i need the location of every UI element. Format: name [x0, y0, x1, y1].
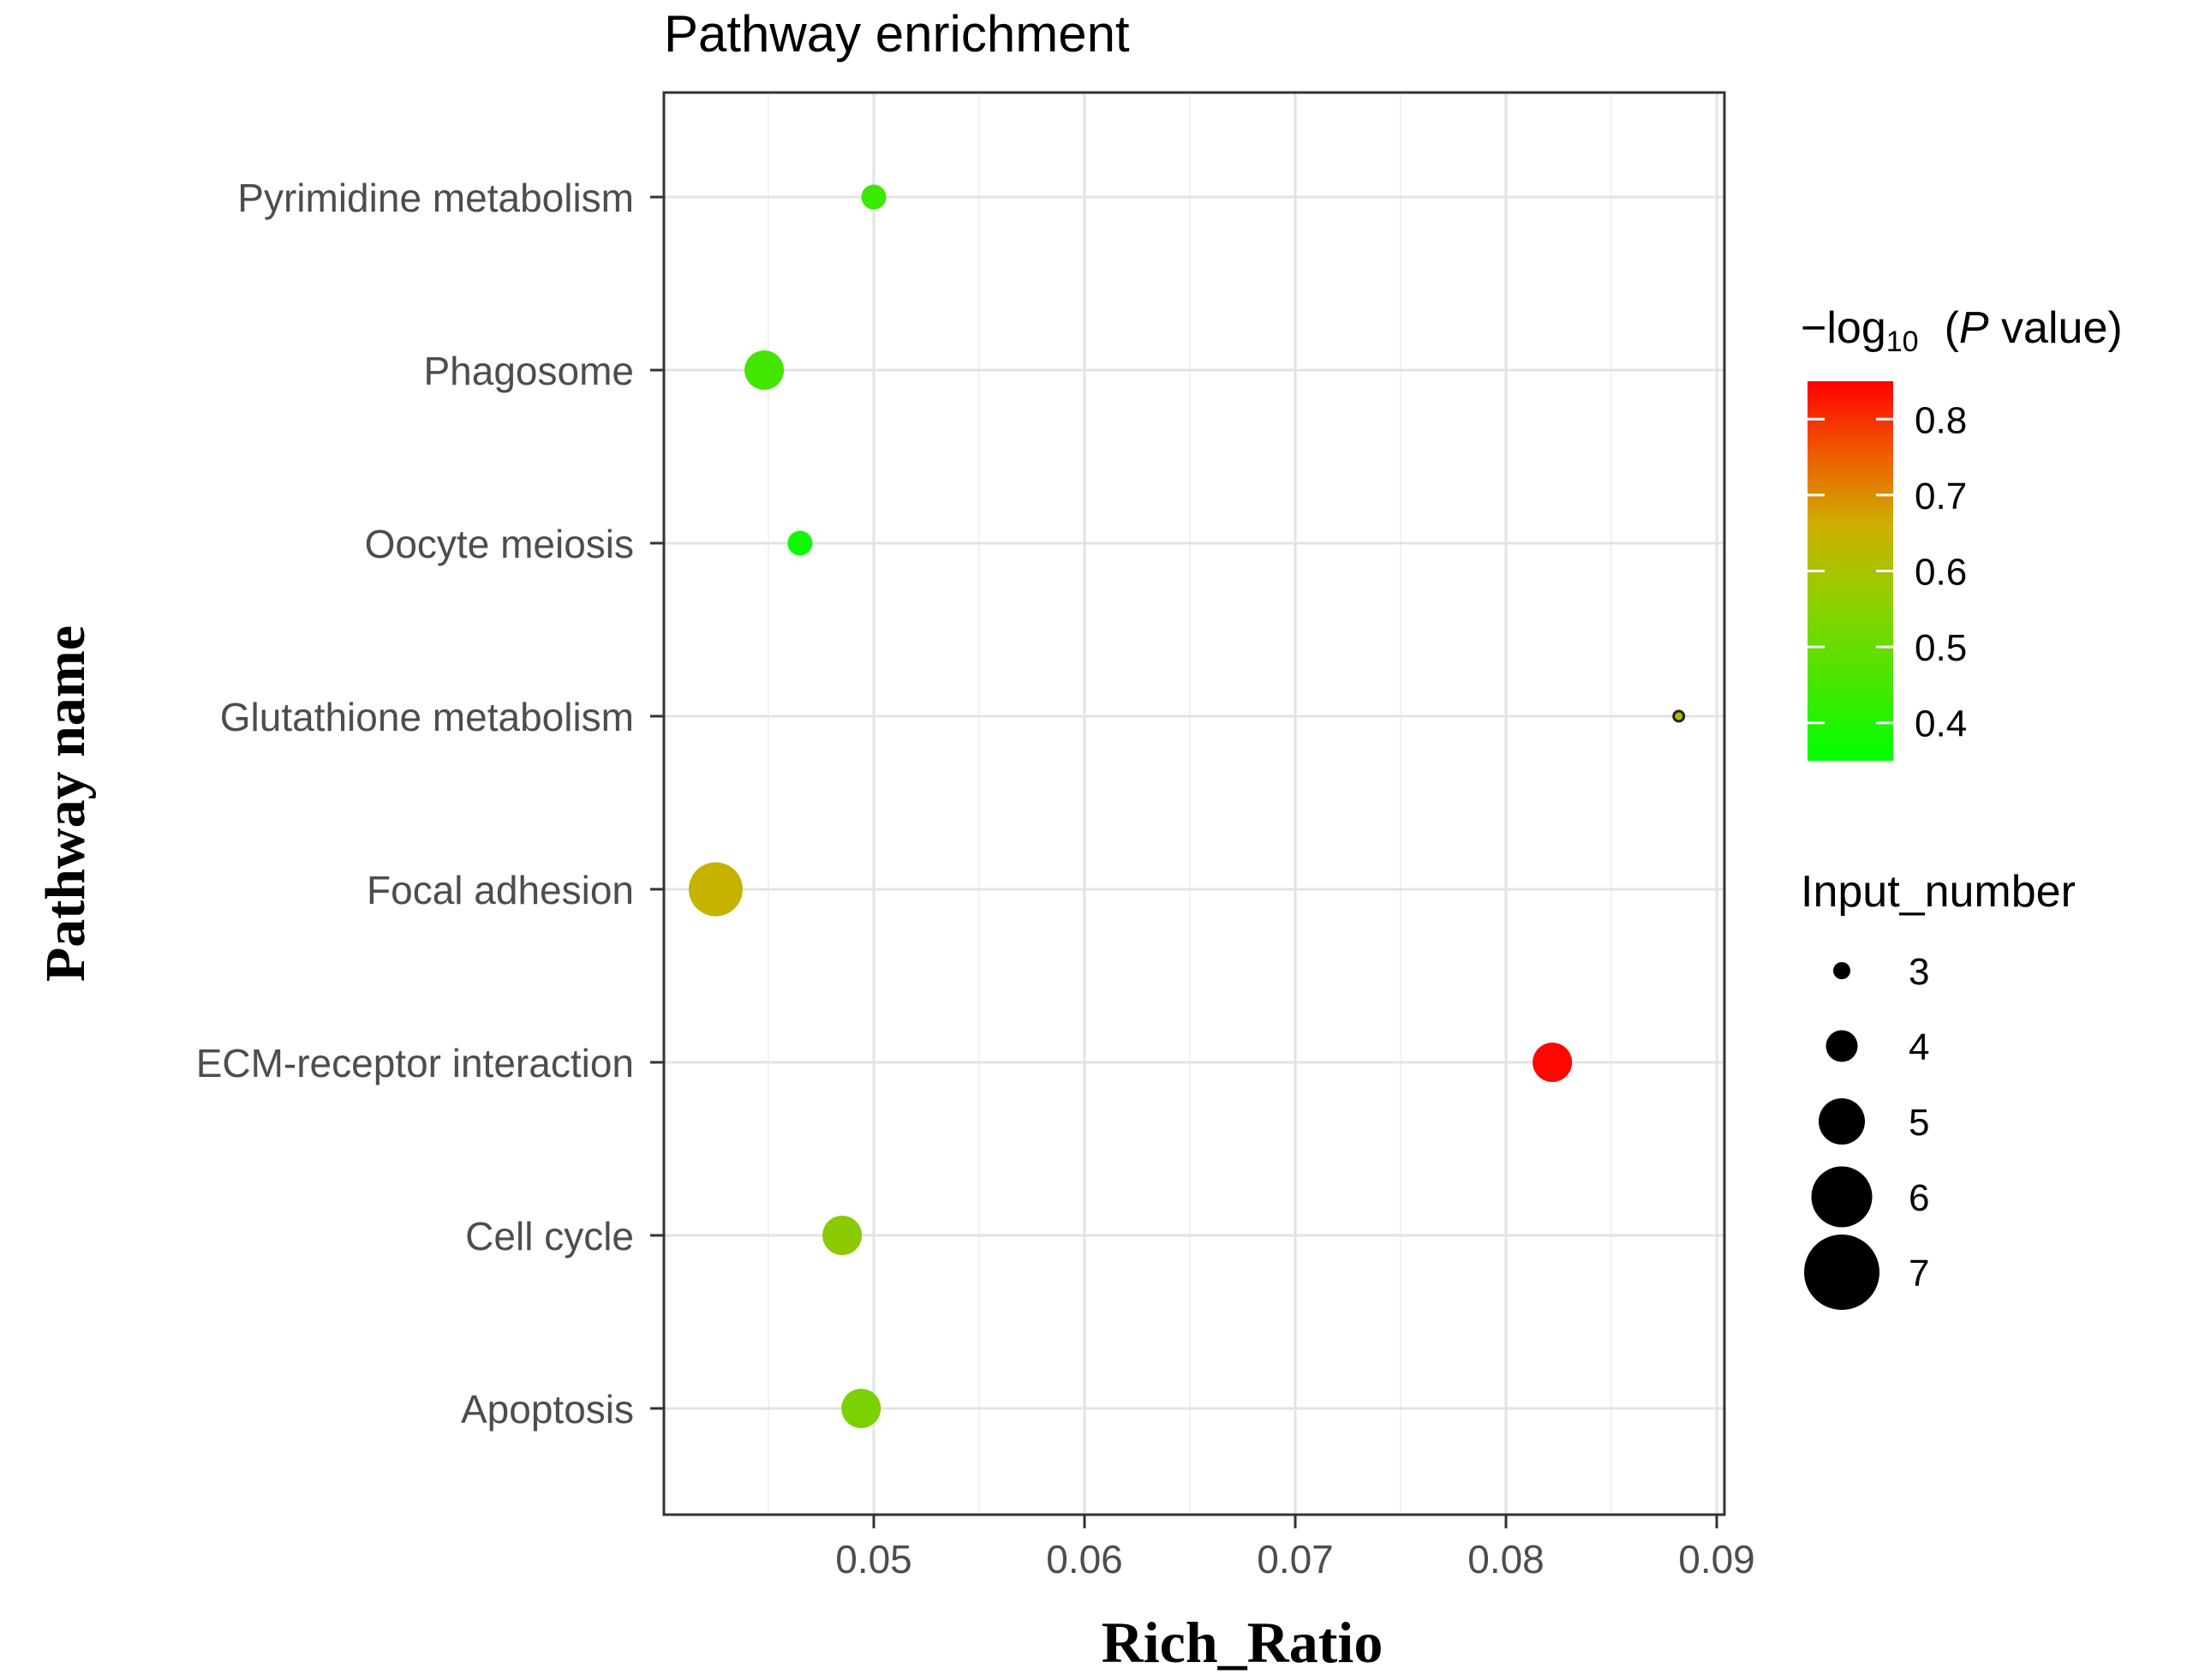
size-legend-dot [1804, 1235, 1879, 1310]
data-point [744, 350, 785, 390]
colorbar-tick-label: 0.6 [1915, 552, 1967, 594]
colorbar-tick-label: 0.7 [1915, 475, 1967, 517]
data-point [841, 1389, 881, 1428]
x-tick-label: 0.05 [835, 1537, 912, 1581]
grid-minor [768, 93, 1612, 1515]
data-point [822, 1216, 863, 1255]
size-legend-dot [1833, 962, 1850, 979]
x-tick-label: 0.08 [1467, 1537, 1545, 1581]
size-legend-title: Input_number [1801, 867, 2076, 917]
data-point [1672, 709, 1686, 723]
x-axis-title: Rich_Ratio [1102, 1610, 1383, 1675]
size-legend-label: 7 [1909, 1253, 1929, 1294]
size-legend-label: 3 [1909, 951, 1929, 993]
x-tick-label: 0.07 [1257, 1537, 1334, 1581]
plot-border [662, 91, 1726, 1516]
colorbar-ticks: 0.4 0.5 0.6 0.7 0.8 [1808, 399, 1967, 745]
chart-title: Pathway enrichment [664, 5, 1130, 63]
size-legend-dot [1811, 1166, 1873, 1228]
x-axis: 0.05 0.06 0.07 0.08 0.09 [835, 1515, 1755, 1581]
data-point [1533, 1043, 1573, 1082]
data-point [861, 184, 887, 210]
colorbar-tick-label: 0.8 [1915, 399, 1967, 441]
size-legend-dot [1826, 1030, 1858, 1062]
colorbar-tick-label: 0.5 [1915, 627, 1967, 669]
color-legend-title-p: P [1959, 303, 1989, 353]
y-tick-label: Apoptosis [461, 1387, 634, 1432]
y-axis: Pyrimidine metabolism Phagosome Oocyte mei… [196, 176, 664, 1432]
size-legend-label: 5 [1909, 1102, 1929, 1144]
color-legend: −log10 (P value) 0.4 0.5 0.6 0.7 0.8 [1801, 303, 2123, 761]
x-tick-label: 0.09 [1678, 1537, 1755, 1581]
color-legend-title-suffix: value) [1989, 303, 2123, 353]
color-legend-title: −log10 (P value) [1801, 303, 2123, 358]
y-tick-label: Pyrimidine metabolism [237, 176, 634, 220]
x-tick-label: 0.06 [1046, 1537, 1123, 1581]
size-legend-label: 6 [1909, 1177, 1929, 1219]
data-point [787, 530, 813, 556]
plot-panel [664, 93, 1724, 1515]
size-legend-dot [1819, 1098, 1865, 1145]
size-legend-items: 3 4 5 6 7 [1804, 951, 1929, 1310]
data-points [689, 184, 1686, 1428]
colorbar-tick-label: 0.4 [1915, 703, 1967, 745]
y-tick-label: ECM-receptor interaction [196, 1041, 634, 1085]
grid-major [664, 93, 1724, 1515]
size-legend-label: 4 [1909, 1026, 1929, 1068]
y-tick-label: Oocyte meiosis [365, 522, 634, 566]
y-tick-label: Glutathione metabolism [220, 695, 634, 739]
y-tick-label: Phagosome [424, 349, 635, 393]
data-point [689, 862, 743, 917]
color-legend-title-prefix: −log [1801, 303, 1886, 353]
color-legend-title-subscript: 10 [1886, 326, 1919, 358]
size-legend: Input_number 3 4 5 6 7 [1801, 867, 2076, 1310]
y-tick-label: Focal adhesion [367, 868, 634, 912]
y-tick-label: Cell cycle [465, 1214, 634, 1259]
color-legend-title-paren: ( [1945, 303, 1960, 353]
y-axis-title: Pathway name [34, 625, 97, 982]
